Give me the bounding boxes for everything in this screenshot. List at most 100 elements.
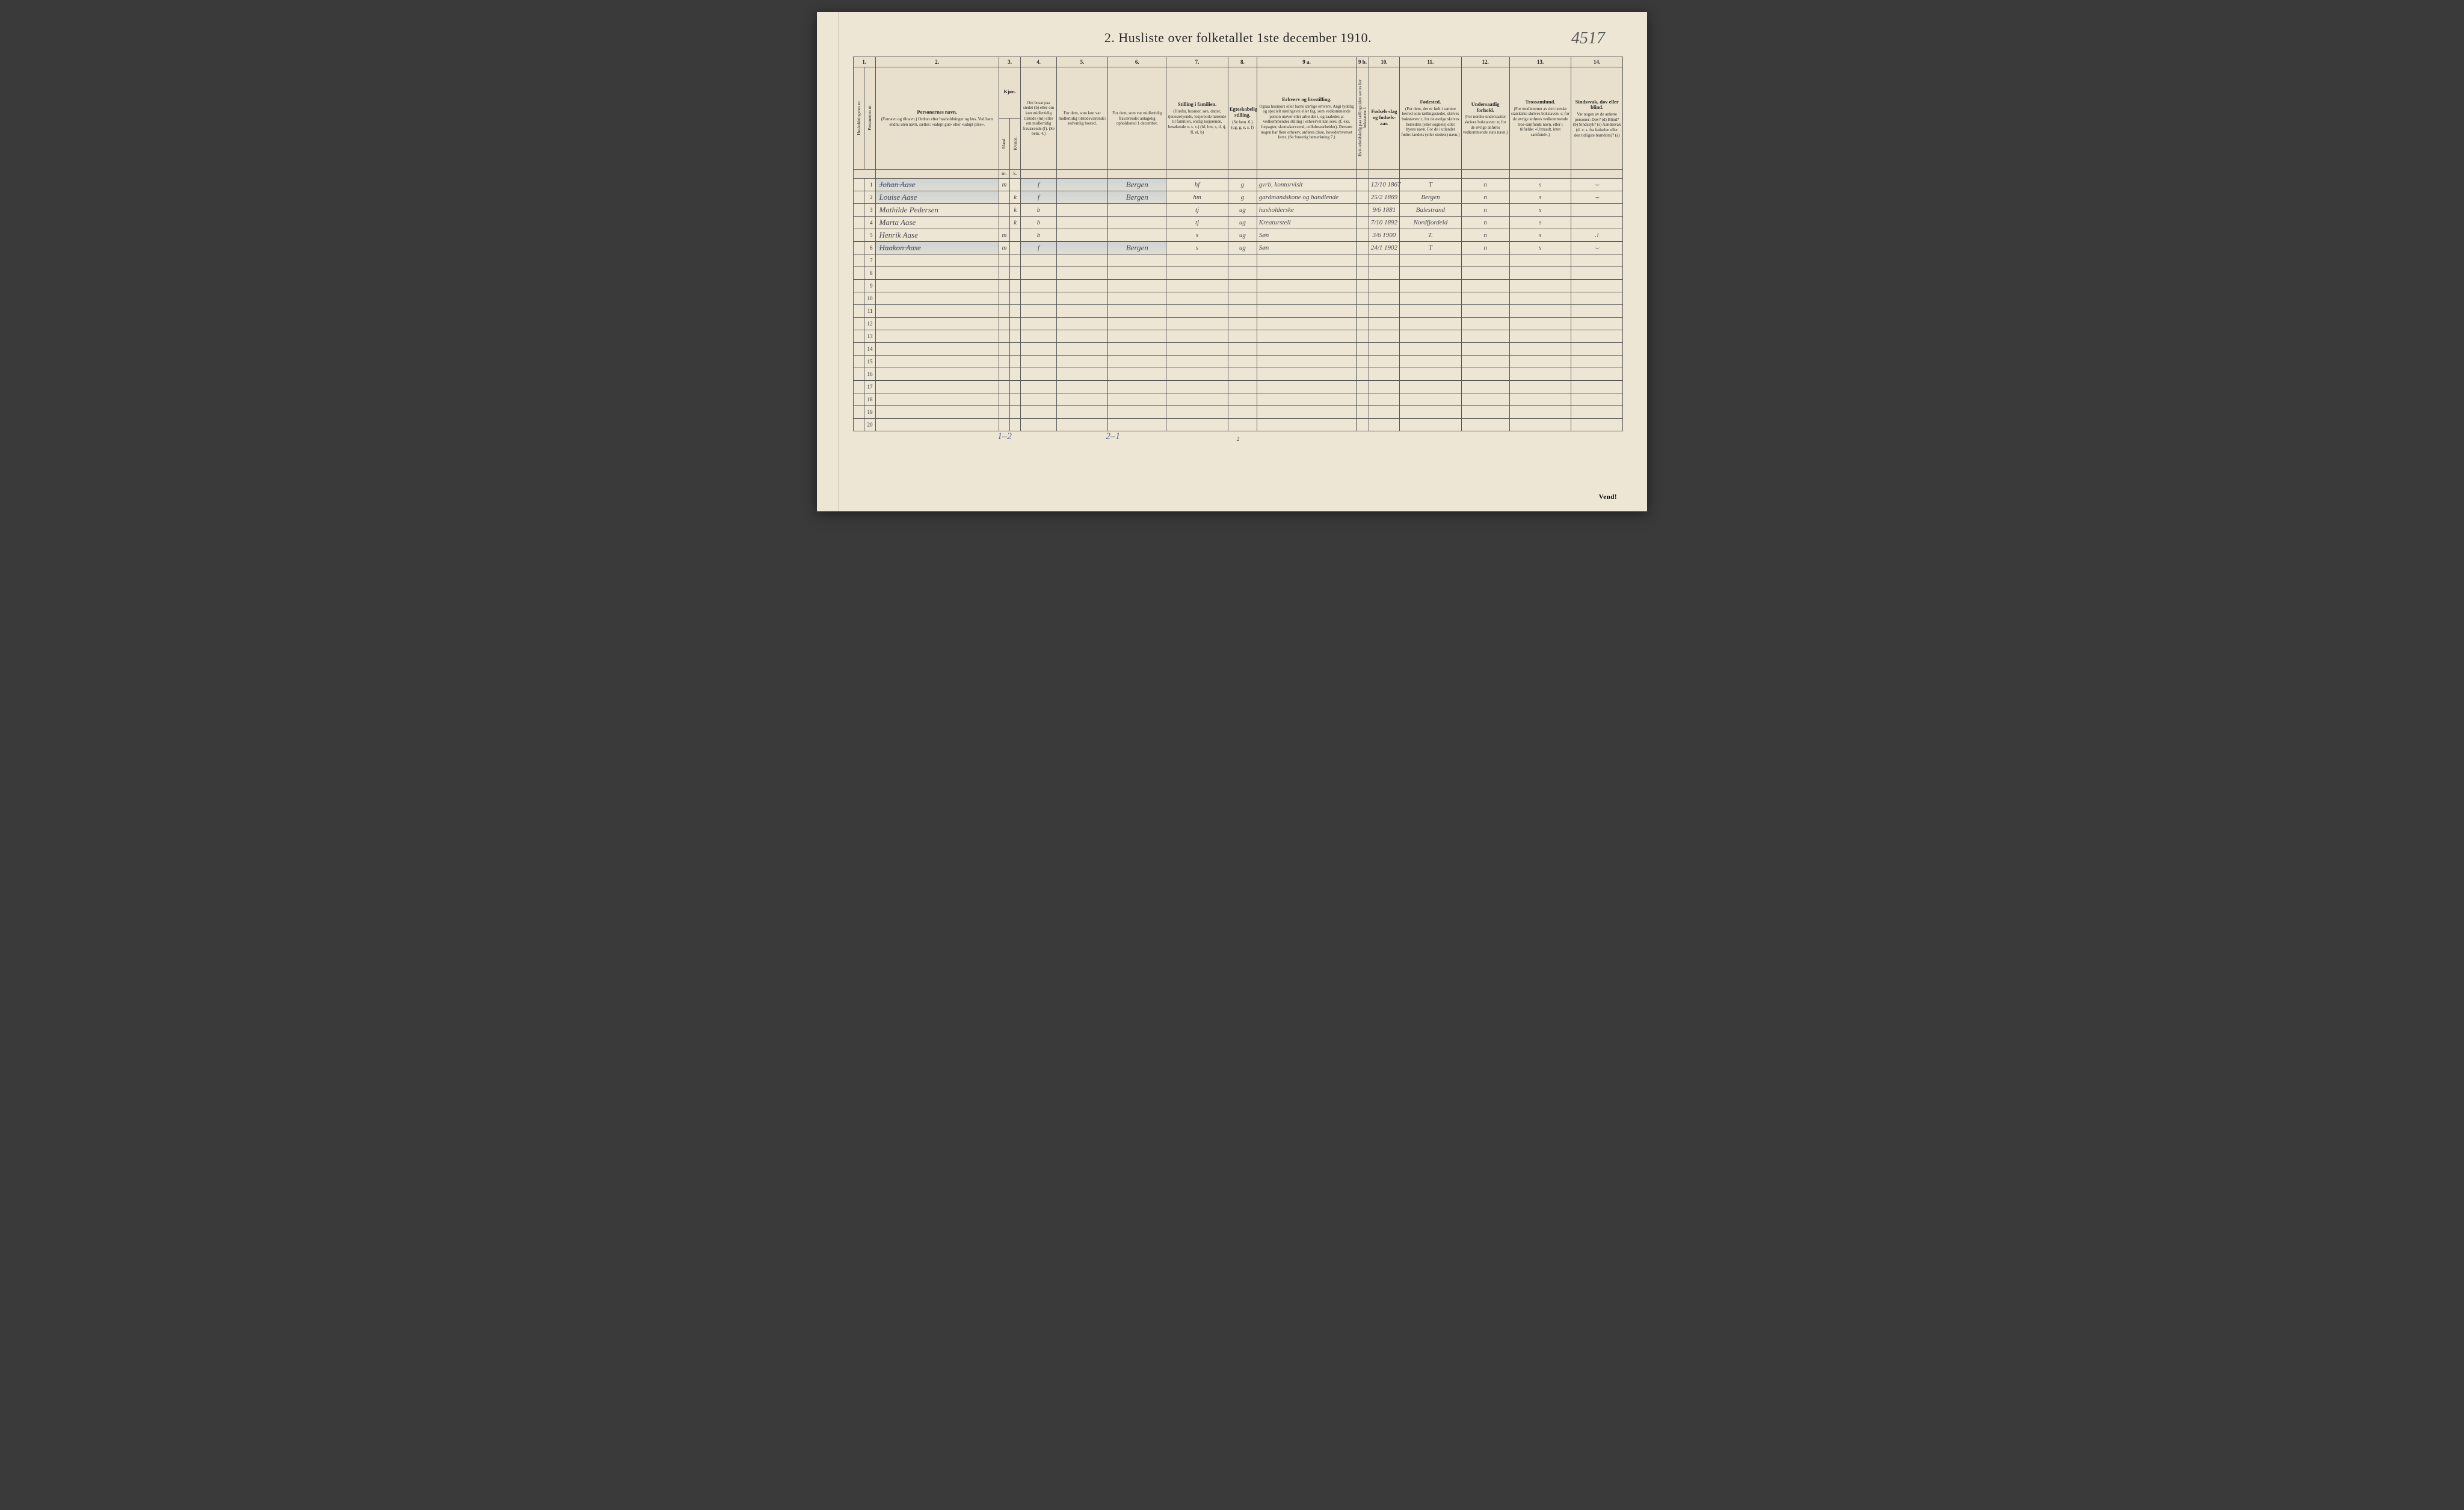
cell-empty — [1166, 343, 1228, 356]
table-body: 1Johan AasemfBergenhfggvrb, kontorvisit1… — [854, 179, 1623, 431]
cell-empty — [1257, 381, 1356, 393]
cell-empty — [1257, 280, 1356, 292]
colnum-8: 8. — [1228, 57, 1257, 67]
cell-empty — [1228, 318, 1257, 330]
hdr-disability: Sindssvak, døv eller blind. Var nogen av… — [1571, 67, 1623, 170]
table-row: 4Marta AasekbtjugKreaturstell7/10 1892No… — [854, 217, 1623, 229]
table-row: 20 — [854, 419, 1623, 431]
hdr-blank-9b — [1357, 170, 1369, 179]
cell-empty — [1357, 343, 1369, 356]
cell-empty — [1369, 343, 1399, 356]
cell-empty — [1357, 292, 1369, 305]
cell-empty — [1228, 305, 1257, 318]
cell-empty — [1571, 292, 1623, 305]
cell-empty — [1400, 254, 1462, 267]
cell-household — [854, 179, 864, 191]
cell-residence: b — [1021, 229, 1056, 242]
hdr-sex-m: Mand. — [999, 119, 1009, 170]
cell-empty — [999, 406, 1009, 419]
cell-empty — [1400, 381, 1462, 393]
cell-sex-k — [1010, 179, 1021, 191]
cell-person-nr: 19 — [864, 406, 875, 419]
hdr-person-nr: Personernes nr. — [864, 67, 875, 170]
cell-empty — [1400, 368, 1462, 381]
cell-empty — [1369, 330, 1399, 343]
cell-empty — [999, 356, 1009, 368]
cell-empty — [1461, 280, 1509, 292]
cell-empty — [875, 292, 999, 305]
cell-empty — [1509, 267, 1571, 280]
table-row: 5Henrik AasembsugSøn3/6 1900T.ns.! — [854, 229, 1623, 242]
cell-empty — [1166, 356, 1228, 368]
cell-empty — [1021, 419, 1056, 431]
cell-empty — [1228, 343, 1257, 356]
cell-household — [854, 280, 864, 292]
cell-empty — [1369, 280, 1399, 292]
cell-household — [854, 381, 864, 393]
cell-empty — [1257, 254, 1356, 267]
cell-empty — [1056, 330, 1108, 343]
colnum-2: 2. — [875, 57, 999, 67]
table-row: 1Johan AasemfBergenhfggvrb, kontorvisit1… — [854, 179, 1623, 191]
cell-birthplace: Balestrand — [1400, 204, 1462, 217]
cell-empty — [1010, 393, 1021, 406]
table-row: 16 — [854, 368, 1623, 381]
cell-empty — [1461, 267, 1509, 280]
cell-citizenship: n — [1461, 229, 1509, 242]
cell-empty — [1571, 280, 1623, 292]
cell-family-pos: tj — [1166, 204, 1228, 217]
cell-person-nr: 1 — [864, 179, 875, 191]
cell-empty — [1400, 330, 1462, 343]
cell-marital: g — [1228, 191, 1257, 204]
cell-empty — [1166, 280, 1228, 292]
cell-household — [854, 356, 864, 368]
cell-empty — [1166, 406, 1228, 419]
cell-empty — [1010, 267, 1021, 280]
table-row: 2Louise AasekfBergenhmggardmandskone og … — [854, 191, 1623, 204]
cell-empty — [1108, 318, 1166, 330]
cell-empty — [1509, 254, 1571, 267]
cell-sex-m — [999, 204, 1009, 217]
cell-empty — [999, 393, 1009, 406]
census-page: 4517 2. Husliste over folketallet 1ste d… — [817, 12, 1647, 511]
colnum-4: 4. — [1021, 57, 1056, 67]
hdr-religion: Trossamfund. (For medlemmer av den norsk… — [1509, 67, 1571, 170]
cell-empty — [1509, 292, 1571, 305]
hdr-blank-1 — [854, 170, 876, 179]
table-row: 8 — [854, 267, 1623, 280]
cell-empty — [1010, 292, 1021, 305]
cell-empty — [1357, 381, 1369, 393]
cell-empty — [1021, 393, 1056, 406]
table-row: 12 — [854, 318, 1623, 330]
cell-empty — [1257, 292, 1356, 305]
cell-empty — [1056, 318, 1108, 330]
cell-empty — [1357, 419, 1369, 431]
cell-empty — [1056, 368, 1108, 381]
cell-citizenship: n — [1461, 179, 1509, 191]
colnum-1: 1. — [854, 57, 876, 67]
cell-family-pos: hm — [1166, 191, 1228, 204]
cell-name: Mathilde Pedersen — [875, 204, 999, 217]
cell-empty — [1108, 267, 1166, 280]
cell-empty — [1257, 343, 1356, 356]
cell-empty — [1257, 419, 1356, 431]
cell-birthplace: Bergen — [1400, 191, 1462, 204]
cell-empty — [1357, 254, 1369, 267]
cell-empty — [1056, 406, 1108, 419]
cell-empty — [1571, 356, 1623, 368]
cell-citizenship: n — [1461, 242, 1509, 254]
cell-unemployed — [1357, 217, 1369, 229]
colnum-13: 13. — [1509, 57, 1571, 67]
cell-empty — [1400, 406, 1462, 419]
cell-birthdate: 25/2 1869 — [1369, 191, 1399, 204]
cell-sex-m — [999, 217, 1009, 229]
hdr-blank-6 — [1108, 170, 1166, 179]
cell-empty — [1461, 343, 1509, 356]
cell-disability: ⌣ — [1571, 179, 1623, 191]
cell-disability — [1571, 204, 1623, 217]
table-row: 11 — [854, 305, 1623, 318]
cell-occupation: gvrb, kontorvisit — [1257, 179, 1356, 191]
cell-birthplace: T — [1400, 242, 1462, 254]
cell-marital: g — [1228, 179, 1257, 191]
cell-empty — [1369, 292, 1399, 305]
